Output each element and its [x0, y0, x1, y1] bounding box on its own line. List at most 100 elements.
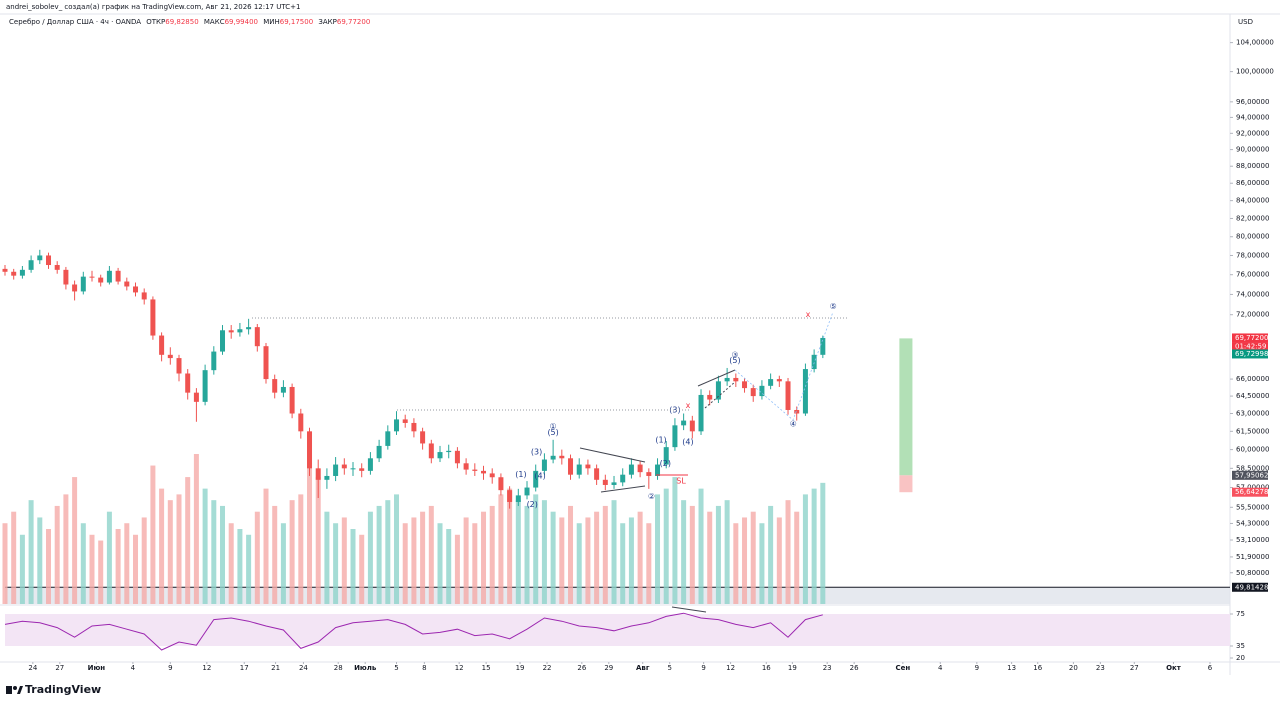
y-tick-label: 100,00000: [1236, 68, 1274, 76]
value: 69,17500: [279, 18, 314, 26]
candle-body: [193, 392, 199, 402]
volume-bar: [150, 465, 156, 604]
volume-bar: [437, 523, 443, 604]
y-tick-label: 58,50000: [1236, 464, 1269, 472]
x-tick-label: 13: [1007, 664, 1016, 672]
volume-bar: [115, 529, 121, 604]
volume-bar: [646, 523, 652, 604]
candle-body: [437, 452, 443, 459]
candle-body: [72, 284, 78, 292]
volume-bar: [541, 500, 547, 604]
logo: [6, 686, 23, 694]
profit-zone: [899, 338, 913, 476]
candle-body: [237, 329, 243, 333]
price-label-box: [1232, 349, 1268, 359]
x-tick-label: 24: [28, 664, 37, 672]
volume-bar: [263, 488, 269, 604]
volume-bar: [637, 511, 643, 604]
candle-body: [715, 381, 721, 400]
volume-bar: [733, 523, 739, 604]
candle-body: [333, 464, 339, 476]
candle-body: [402, 419, 408, 423]
volume-bar: [237, 529, 243, 604]
x-tick-label: 16: [1033, 664, 1042, 672]
currency: USD: [1238, 18, 1253, 26]
candle-body: [124, 281, 130, 287]
candle-body: [454, 450, 460, 464]
y-tick-label: 63,00000: [1236, 410, 1269, 418]
candle-body: [472, 469, 478, 471]
y-tick-label: 60,00000: [1236, 446, 1269, 454]
trend-line: [579, 447, 646, 463]
y-tick-label: 54,30000: [1236, 519, 1269, 527]
x-tick-label: 20: [1069, 664, 1078, 672]
y-tick-label: 86,00000: [1236, 179, 1269, 187]
candle-body: [254, 327, 260, 347]
x-tick-label: 12: [202, 664, 211, 672]
candle-body: [646, 472, 652, 476]
candle-body: [663, 447, 669, 465]
volume-bar: [794, 511, 800, 604]
wave-label: x: [806, 310, 811, 319]
y-tick-label: 90,00000: [1236, 146, 1269, 154]
volume-bar: [446, 529, 452, 604]
candle-body: [185, 373, 191, 393]
volume-bar: [72, 477, 78, 604]
x-tick-label: 27: [55, 664, 64, 672]
volume-bar: [428, 505, 434, 604]
volume-bar: [246, 534, 252, 604]
candle-body: [341, 464, 347, 469]
countdown-box: [1232, 342, 1268, 351]
y-tick-label: 80,00000: [1236, 233, 1269, 241]
candle-body: [820, 337, 826, 355]
volume-bar: [550, 511, 556, 604]
candle-body: [133, 286, 139, 293]
wave-label: (3): [669, 405, 680, 414]
trend-line: [600, 485, 646, 493]
candle-body: [498, 477, 504, 491]
candle-body: [541, 459, 547, 471]
x-tick-label: 9: [168, 664, 172, 672]
volume-bar: [411, 517, 417, 604]
candle-body: [698, 394, 704, 432]
trend-line: [697, 369, 736, 387]
wave-label: (3): [531, 448, 542, 457]
volume-bar: [481, 511, 487, 604]
projection: [734, 311, 834, 421]
volume-bar: [37, 517, 43, 604]
candle-body: [481, 470, 487, 474]
wave-label: ③: [731, 350, 738, 359]
volume-bar: [298, 494, 304, 604]
volume-bar: [750, 511, 756, 604]
volume-bar: [80, 523, 86, 604]
candle-body: [220, 330, 226, 352]
candle-body: [507, 490, 513, 502]
x-tick-label: Сен: [896, 664, 911, 672]
x-tick-label: 12: [455, 664, 464, 672]
x-tick-label: Июн: [88, 664, 106, 672]
trend-line: [704, 381, 736, 409]
volume-bar: [489, 505, 495, 604]
wave-label: x: [686, 401, 691, 410]
x-tick-label: Июль: [354, 664, 377, 672]
candle-body: [594, 468, 600, 480]
volume-bar: [724, 500, 730, 604]
volume-bar: [768, 505, 774, 604]
candle-body: [280, 386, 286, 393]
x-tick-label: 9: [701, 664, 705, 672]
logo-text: TradingView: [25, 683, 101, 696]
loss-zone: [899, 475, 913, 493]
candle-body: [794, 409, 800, 414]
x-tick-label: 29: [604, 664, 613, 672]
candle-body: [98, 277, 104, 283]
candle-body: [811, 354, 817, 370]
candle-body: [289, 386, 295, 414]
volume-bar: [350, 529, 356, 604]
volume-bar: [611, 500, 617, 604]
candle-body: [307, 431, 313, 469]
y-tick-label: 94,00000: [1236, 113, 1269, 121]
volume-bar: [707, 511, 713, 604]
candle-body: [11, 271, 17, 276]
